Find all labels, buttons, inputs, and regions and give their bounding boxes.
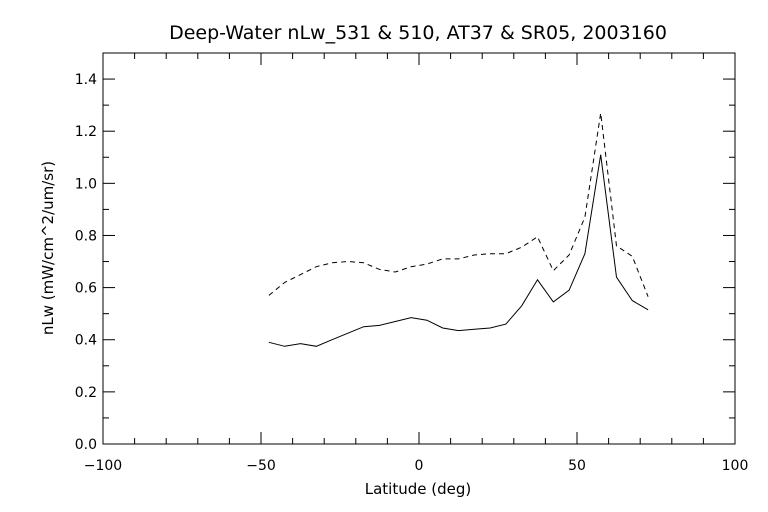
y-tick-label: 1.0	[75, 176, 97, 192]
solid-series-line	[268, 154, 649, 347]
x-axis-label: Latitude (deg)	[365, 480, 471, 498]
y-tick-label: 0.8	[75, 228, 97, 244]
x-tick-label: 0	[415, 458, 424, 474]
y-tick-label: 0.4	[75, 333, 97, 349]
x-axis-ticks: −100 −50 0 50 100	[84, 53, 749, 474]
y-axis-label: nLw (mW/cm^2/um/sr)	[39, 161, 57, 335]
x-tick-label: −50	[246, 458, 276, 474]
dashed-series-line	[268, 112, 649, 297]
y-tick-label: 1.4	[75, 72, 97, 88]
x-tick-label: 100	[722, 458, 749, 474]
y-tick-label: 0.0	[75, 437, 97, 453]
y-tick-label: 1.2	[75, 124, 97, 140]
chart-title: Deep-Water nLw_531 & 510, AT37 & SR05, 2…	[169, 22, 667, 44]
y-tick-label: 0.2	[75, 385, 97, 401]
x-tick-label: −100	[84, 458, 122, 474]
x-tick-label: 50	[568, 458, 586, 474]
plot-frame	[102, 52, 736, 445]
series-layer	[268, 112, 649, 347]
y-tick-label: 0.6	[75, 281, 97, 297]
y-axis-ticks: 0.0 0.2 0.4 0.6 0.8 1.0 1.2 1.4	[75, 52, 735, 453]
